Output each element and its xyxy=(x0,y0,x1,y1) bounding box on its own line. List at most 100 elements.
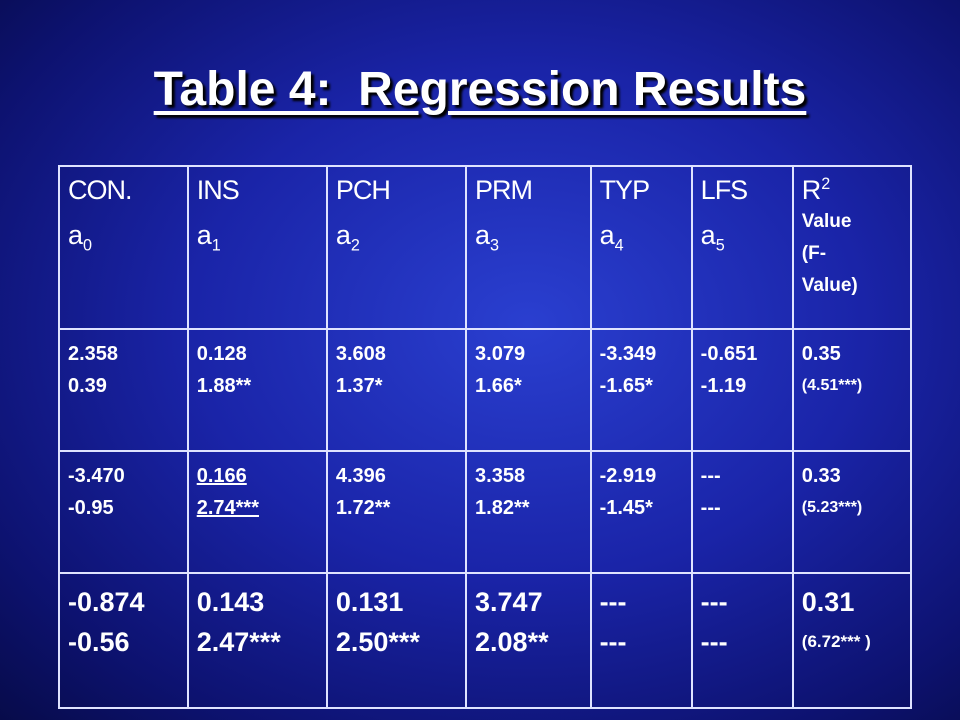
coefficient: --- xyxy=(700,587,728,617)
statistic: --- xyxy=(700,627,728,657)
statistic: -0.56 xyxy=(68,627,130,657)
data-cell: 3.747 2.08** xyxy=(465,572,592,709)
coefficient: 0.131 xyxy=(335,587,404,617)
data-cell: -0.651 -1.19 xyxy=(690,328,794,452)
header-cell: TYP a4 xyxy=(589,165,693,330)
data-cell: 0.131 2.50*** xyxy=(325,572,468,709)
data-cell: --- --- xyxy=(690,572,794,709)
slide-title: Table 4: Regression Results xyxy=(153,63,807,116)
data-cell: -2.919 -1.45* xyxy=(589,450,693,574)
header-symbol: a2 xyxy=(336,220,459,255)
header-name: INS xyxy=(196,175,240,205)
statistic: 1.82** xyxy=(475,497,530,519)
data-row: -0.874 -0.56 0.143 2.47*** 0.131 2.50*** 3.747… xyxy=(58,572,913,709)
statistic: --- xyxy=(599,627,627,657)
data-cell: -3.349 -1.65* xyxy=(589,328,693,452)
header-note: Value xyxy=(801,211,852,232)
statistic: 2.50*** xyxy=(335,627,420,657)
data-cell: -0.874 -0.56 xyxy=(58,572,189,709)
coefficient: --- xyxy=(599,587,627,617)
statistic: (4.51***) xyxy=(801,377,863,394)
data-cell: 3.358 1.82** xyxy=(465,450,592,574)
symbol: a xyxy=(475,220,491,250)
data-cell: -3.470 -0.95 xyxy=(58,450,189,574)
header-symbol: a4 xyxy=(600,220,685,255)
symbol: a xyxy=(68,220,84,250)
symbol-subscript: 1 xyxy=(211,236,221,255)
coefficient: 3.358 xyxy=(475,465,526,487)
header-name: LFS xyxy=(700,175,749,205)
coefficient: 0.128 xyxy=(196,343,247,365)
data-cell: 0.33 (5.23***) xyxy=(791,450,913,574)
statistic: (6.72*** ) xyxy=(801,632,871,651)
coefficient: 2.358 xyxy=(68,343,119,365)
header-cell: R2 Value (F- Value) xyxy=(791,165,913,330)
coefficient: 0.143 xyxy=(196,587,265,617)
data-cell: 0.143 2.47*** xyxy=(186,572,328,709)
symbol: a xyxy=(599,220,615,250)
data-cell: 4.396 1.72** xyxy=(325,450,468,574)
symbol: a xyxy=(196,220,212,250)
statistic: -1.65* xyxy=(599,375,653,397)
header-symbol: a1 xyxy=(197,220,320,255)
header-name: TYP xyxy=(599,175,651,205)
symbol-subscript: 0 xyxy=(83,236,93,255)
statistic: (5.23***) xyxy=(801,499,863,516)
data-cell: 0.35 (4.51***) xyxy=(791,328,913,452)
statistic: 1.88** xyxy=(196,375,252,397)
statistic: 0.39 xyxy=(68,375,107,397)
header-cell: CON. a0 xyxy=(58,165,189,330)
header-symbol: a5 xyxy=(701,220,786,255)
coefficient: 3.079 xyxy=(475,343,526,365)
header-label: R2 xyxy=(802,175,904,206)
symbol-subscript: 2 xyxy=(350,236,360,255)
header-symbol: a3 xyxy=(475,220,584,255)
coefficient: --- xyxy=(700,465,721,487)
header-name: R xyxy=(801,175,822,205)
coefficient: 0.33 xyxy=(801,465,841,487)
coefficient: -3.470 xyxy=(68,465,125,487)
data-cell: 0.166 2.74*** xyxy=(186,450,328,574)
data-cell: 2.358 0.39 xyxy=(58,328,189,452)
statistic: 2.08** xyxy=(475,627,549,657)
data-cell: 3.608 1.37* xyxy=(325,328,468,452)
coefficient: -0.651 xyxy=(700,343,758,365)
statistic: -0.95 xyxy=(68,497,114,519)
coefficient: -0.874 xyxy=(68,587,145,617)
header-cell: PCH a2 xyxy=(325,165,468,330)
header-name: CON. xyxy=(68,175,132,205)
header-name: PRM xyxy=(475,175,533,205)
header-symbol: a0 xyxy=(68,220,181,255)
statistic: --- xyxy=(700,497,721,519)
coefficient: 3.608 xyxy=(335,343,386,365)
table-body: CON. a0 INS a1 PCH a2 PRM a3 TYP a4 LFS a5 R2 Value (F… xyxy=(58,165,913,709)
data-cell: --- --- xyxy=(690,450,794,574)
data-row: 2.358 0.39 0.128 1.88** 3.608 1.37* 3.079 1.66*… xyxy=(58,328,913,452)
coefficient: 0.35 xyxy=(801,343,841,365)
statistic: 2.74*** xyxy=(196,497,259,519)
header-cell: INS a1 xyxy=(186,165,328,330)
statistic: 1.72** xyxy=(335,497,391,519)
header-cell: PRM a3 xyxy=(465,165,592,330)
symbol: a xyxy=(335,220,351,250)
symbol-subscript: 5 xyxy=(715,236,725,255)
statistic: -1.45* xyxy=(599,497,653,519)
header-note: Value) xyxy=(801,275,858,296)
header-cell: LFS a5 xyxy=(690,165,794,330)
header-row: CON. a0 INS a1 PCH a2 PRM a3 TYP a4 LFS a5 R2 Value (F… xyxy=(58,165,913,330)
header-name: PCH xyxy=(335,175,391,205)
coefficient: 0.166 xyxy=(196,465,247,487)
statistic: 2.47*** xyxy=(196,627,281,657)
coefficient: -2.919 xyxy=(599,465,657,487)
statistic: 1.66* xyxy=(475,375,522,397)
symbol-subscript: 4 xyxy=(614,236,624,255)
coefficient: 3.747 xyxy=(475,587,543,617)
statistic: 1.37* xyxy=(335,375,383,397)
statistic: -1.19 xyxy=(700,375,747,397)
coefficient: -3.349 xyxy=(599,343,657,365)
coefficient: 4.396 xyxy=(335,465,386,487)
symbol: a xyxy=(700,220,716,250)
header-superscript: 2 xyxy=(821,175,831,193)
